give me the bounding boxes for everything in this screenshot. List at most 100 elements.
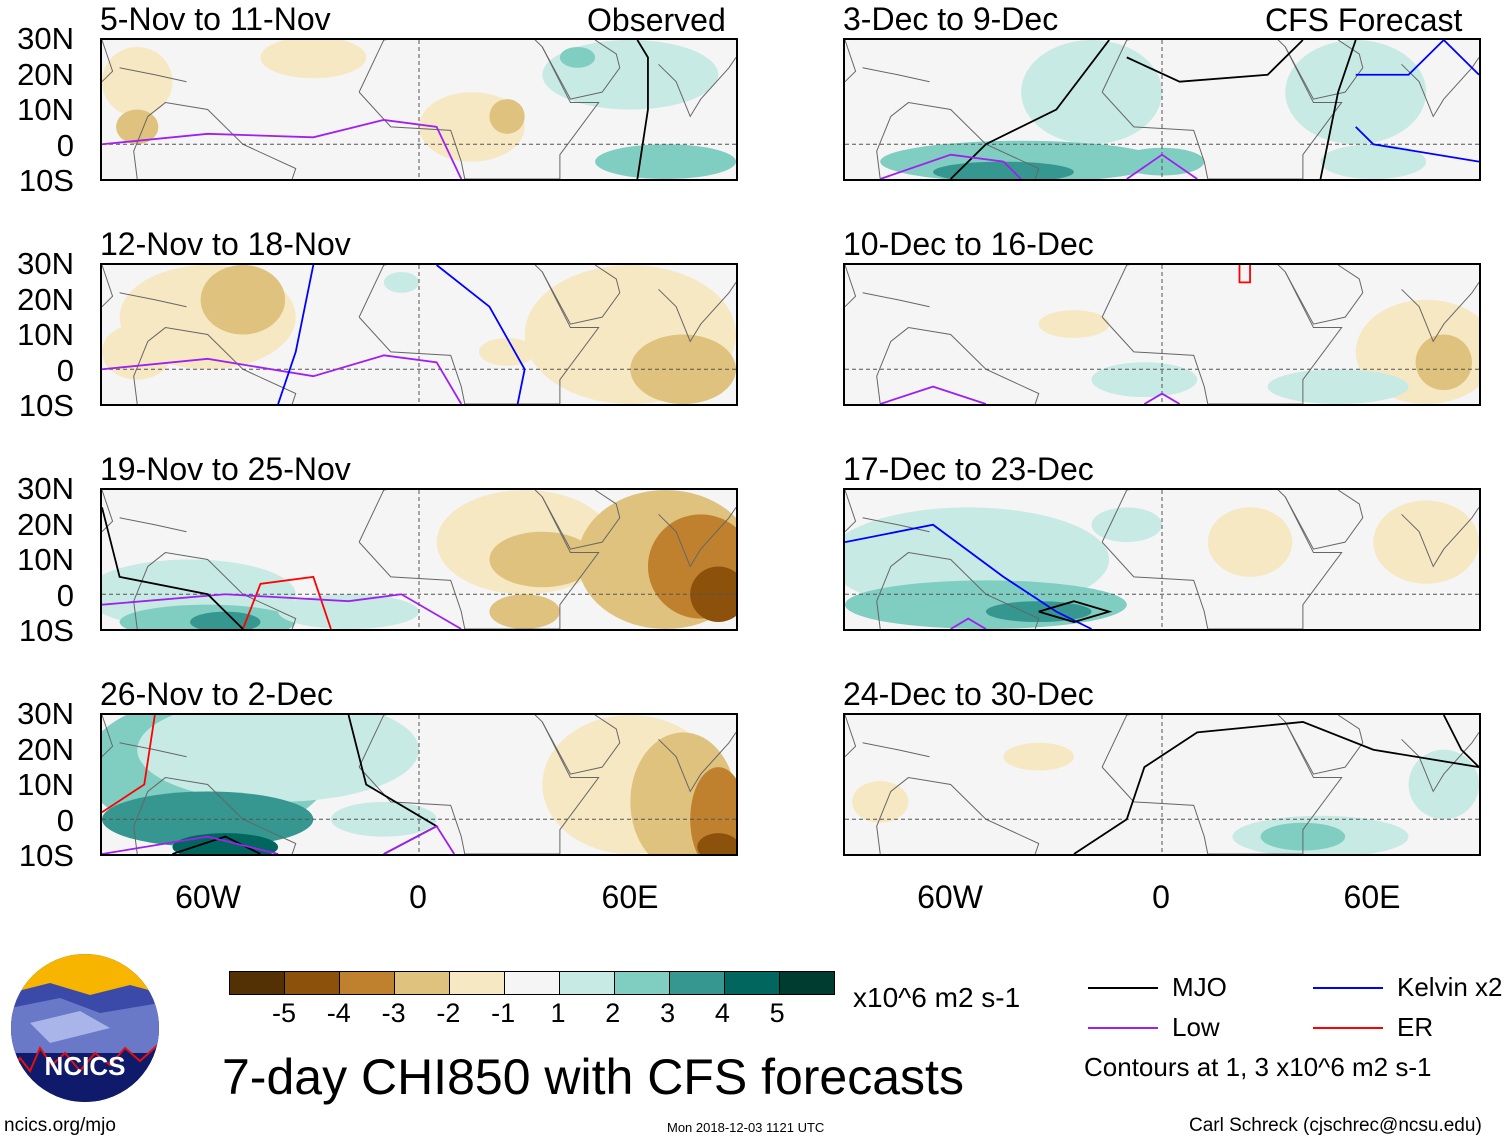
colorbar — [229, 971, 835, 995]
lat-label: 30N — [17, 246, 74, 281]
lat-label: 20N — [17, 731, 74, 767]
observed-label: Observed — [587, 2, 726, 38]
coastline — [359, 488, 599, 629]
map-panel — [843, 38, 1481, 181]
wave-contour — [880, 155, 1021, 179]
coastline — [659, 57, 736, 116]
figure-title: 7-day CHI850 with CFS forecasts — [222, 1049, 964, 1105]
contours-note: Contours at 1, 3 x10^6 m2 s-1 — [1084, 1052, 1432, 1082]
colorbar-swatch — [395, 972, 450, 994]
legend-line — [1313, 1027, 1383, 1029]
coastline — [120, 293, 187, 307]
coastline — [359, 263, 599, 404]
coastline — [877, 328, 1039, 404]
anomaly-shading — [1207, 507, 1293, 577]
coastline — [120, 518, 187, 532]
lat-label: 10S — [18, 163, 74, 198]
wave-contour — [102, 594, 461, 629]
anomaly-shading — [1038, 310, 1110, 338]
coastline — [134, 553, 296, 629]
coastline — [863, 518, 930, 532]
wave-contour — [102, 715, 155, 812]
anomaly-shading — [1373, 500, 1479, 584]
anomaly-shading — [190, 611, 261, 629]
lon-label: 60W — [175, 879, 241, 915]
coastline — [1102, 263, 1342, 404]
legend-label: Low — [1172, 1012, 1220, 1042]
coastline — [1402, 282, 1479, 341]
coastline — [1285, 490, 1362, 549]
colorbar-swatch — [725, 972, 780, 994]
coastline — [659, 507, 736, 566]
anomaly-shading — [1415, 334, 1472, 391]
coastline — [845, 715, 856, 757]
legend-label: ER — [1397, 1012, 1434, 1042]
lat-label: 10S — [18, 388, 74, 423]
anomaly-shading — [1320, 144, 1427, 179]
ncics-logo: NCICS — [11, 954, 159, 1102]
panel-title: 12-Nov to 18-Nov — [100, 226, 351, 262]
coastline — [134, 103, 296, 179]
wave-contour — [278, 265, 313, 404]
colorbar-swatch — [560, 972, 615, 994]
lat-label: 10S — [18, 613, 74, 648]
wave-contour — [1144, 394, 1179, 404]
anomaly-shading — [1285, 40, 1427, 145]
coastline — [134, 778, 296, 854]
anomaly-shading — [200, 265, 286, 335]
coastline — [359, 713, 599, 854]
anomaly-shading — [102, 324, 173, 380]
anomaly-shading — [278, 594, 419, 629]
coastline — [1285, 715, 1362, 774]
anomaly-shading — [1408, 749, 1479, 820]
anomaly-shading — [697, 833, 736, 854]
panel-title: 24-Dec to 30-Dec — [843, 676, 1094, 712]
map-panel — [100, 713, 738, 856]
anomaly-shading — [690, 767, 736, 854]
legend-line — [1088, 1027, 1158, 1029]
coastline — [659, 282, 736, 341]
lon-label: 0 — [1152, 879, 1170, 915]
panel-title: 17-Dec to 23-Dec — [843, 451, 1094, 487]
coastline — [134, 328, 296, 404]
lat-label: 30N — [17, 21, 74, 56]
coastline — [542, 715, 619, 774]
colorbar-tick-label: -1 — [491, 998, 516, 1028]
anomaly-shading — [852, 781, 909, 823]
coastline — [120, 68, 187, 82]
lat-label: 0 — [56, 802, 74, 838]
coastline — [877, 778, 1039, 854]
wave-contour — [243, 577, 331, 629]
coastline — [102, 40, 113, 82]
anomaly-shading — [1021, 40, 1162, 145]
colorbar-swatch — [285, 972, 340, 994]
logo-text: NCICS — [45, 1051, 126, 1081]
lat-label: 0 — [56, 127, 74, 163]
coastline — [102, 265, 113, 307]
anomaly-shading — [260, 40, 367, 79]
lat-label: 20N — [17, 56, 74, 92]
lat-label: 10N — [17, 317, 74, 352]
wave-contour — [1444, 715, 1479, 767]
anomaly-shading — [383, 271, 419, 293]
wave-contour — [172, 837, 260, 854]
colorbar-tick-label: 3 — [660, 998, 676, 1028]
map-panel — [100, 488, 738, 631]
anomaly-shading — [137, 715, 419, 802]
colorbar-swatch — [340, 972, 395, 994]
coastline — [877, 103, 1039, 179]
coastline — [1102, 38, 1342, 179]
wave-contour — [951, 619, 986, 629]
colorbar-tick-label: -3 — [381, 998, 406, 1028]
colorbar-tick-label: -5 — [271, 998, 297, 1028]
lat-label: 10N — [17, 92, 74, 127]
footer-url[interactable]: ncics.org/mjo — [4, 1115, 116, 1136]
lat-label: 10N — [17, 767, 74, 802]
coastline — [1285, 40, 1362, 99]
lat-label: 30N — [17, 696, 74, 731]
wave-contour — [1321, 40, 1356, 179]
anomaly-shading — [478, 337, 536, 366]
wave-contour — [1127, 40, 1303, 82]
coastline — [845, 265, 856, 307]
